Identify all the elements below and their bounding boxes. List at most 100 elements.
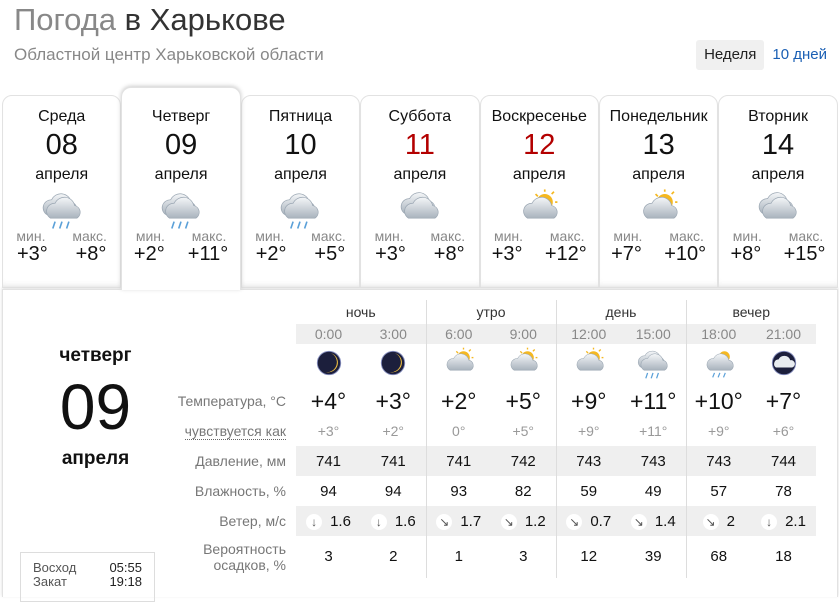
precip-label: Вероятность осадков, % [203, 541, 286, 573]
day-detail-panel: четверг 09 апреля Восход 05:55 Закат 19:18… [2, 289, 838, 602]
day-card[interactable]: Среда 08 апреля мин. макс. +3° +8° [2, 95, 122, 288]
day-name: Четверг [151, 108, 211, 125]
tab-week[interactable]: Неделя [696, 40, 765, 70]
page-title: Погода в Харькове [14, 2, 286, 38]
max-temp: +12° [544, 243, 587, 265]
precip-value: 1 [425, 536, 491, 578]
detail-day-name: четверг [59, 345, 132, 366]
temp-value: +11° [629, 387, 677, 414]
day-date: 10 [284, 129, 317, 161]
wind-direction-icon: ↓ [306, 513, 323, 530]
day-card[interactable]: Понедельник 13 апреля мин. макс. +7° +10° [598, 95, 719, 288]
sun-cloud-icon [491, 344, 556, 386]
rain-cloud-icon [621, 344, 686, 386]
time-slot: 21:00 [751, 324, 816, 344]
wind-speed: 2.1 [785, 512, 806, 530]
feels-like-link[interactable]: чувствуется как [184, 423, 286, 440]
sunset-label: Закат [33, 574, 67, 589]
humidity-value: 57 [685, 476, 751, 506]
max-temp: +10° [664, 243, 707, 265]
pressure-value: 744 [751, 446, 816, 476]
min-temp: +2° [255, 243, 287, 265]
day-name: Среда [38, 108, 86, 125]
day-card[interactable]: Пятница 10 апреля мин. макс. +2° +5° [240, 95, 361, 288]
feel-value: +9° [555, 416, 621, 446]
day-date: 14 [761, 129, 795, 161]
wind-direction-icon: ↘ [630, 513, 647, 530]
wind-direction-icon: ↓ [761, 513, 778, 530]
wind-value: ↘ 1.7 [425, 506, 491, 536]
max-temp: +8° [75, 243, 107, 265]
day-card[interactable]: Суббота 11 апреля мин. макс. +3° +8° [360, 95, 480, 288]
sun-cloud-icon [481, 186, 598, 232]
humidity-value: 94 [320, 482, 337, 500]
wind-speed: 1.2 [524, 512, 546, 530]
sun-cloud-icon [555, 344, 621, 386]
wind-speed: 1.7 [460, 512, 482, 530]
max-temp: +8° [433, 243, 465, 265]
moon-icon [296, 344, 361, 386]
day-month: апреля [751, 166, 805, 183]
wind-direction-icon: ↘ [566, 513, 583, 530]
wind-speed: 1.4 [654, 512, 676, 530]
precip-value: 12 [555, 536, 621, 578]
period-1: утро [425, 300, 556, 324]
min-label: мин. [613, 228, 643, 244]
rain-cloud-icon [122, 186, 239, 232]
tab-10-days[interactable]: 10 дней [772, 46, 827, 63]
wind-speed: 2 [726, 512, 735, 530]
wind-value: ↓ 1.6 [361, 506, 426, 536]
range-tabs: Неделя 10 дней [696, 40, 835, 70]
wind-value: ↘ 1.2 [491, 506, 556, 536]
humidity-value: 49 [644, 482, 662, 500]
pressure-value: 741 [425, 446, 491, 476]
precip-value: 3 [324, 548, 333, 565]
precip-value: 68 [685, 536, 751, 578]
max-label: макс. [430, 228, 466, 244]
temp-value: +2° [425, 386, 491, 416]
humidity-value: 78 [775, 482, 792, 500]
cloud-night-icon [751, 344, 816, 386]
max-temp: +5° [314, 243, 346, 265]
max-label: макс. [72, 228, 107, 244]
period-0: ночь [345, 304, 376, 320]
time-slot: 12:00 [555, 324, 621, 344]
wind-value: ↘ 2 [685, 506, 751, 536]
min-temp: +3° [491, 243, 523, 265]
hourly-table: ночь утро день вечер 0:00 3:00 6:00 9:00 12:00 15… [173, 300, 816, 578]
sunset-time: 19:18 [109, 574, 142, 589]
precip-value: 39 [644, 548, 662, 565]
max-label: макс. [788, 228, 824, 244]
day-card[interactable]: Четверг 09 апреля мин. макс. +2° +11° [121, 87, 241, 290]
min-temp: +8° [730, 243, 762, 265]
time-slot: 15:00 [621, 324, 686, 344]
period-3: вечер [685, 300, 816, 324]
feel-value: +9° [685, 416, 751, 446]
wind-speed: 0.7 [590, 512, 612, 530]
max-temp: +15° [783, 243, 826, 265]
detail-date: 09 [59, 371, 132, 443]
sunrise-label: Восход [33, 560, 77, 575]
day-name: Суббота [388, 108, 452, 125]
max-label: макс. [191, 228, 227, 244]
day-month: апреля [512, 166, 566, 183]
max-label: макс. [549, 228, 585, 244]
day-month: апреля [154, 166, 208, 183]
min-label: мин. [732, 228, 762, 244]
max-label: макс. [669, 228, 704, 244]
time-slot: 3:00 [361, 324, 426, 344]
min-label: мин. [135, 228, 165, 244]
day-card[interactable]: Вторник 14 апреля мин. макс. +8° +15° [718, 95, 838, 288]
period-2: день [555, 300, 686, 324]
title-city: в Харькове [124, 2, 286, 37]
min-temp: +2° [133, 243, 165, 265]
min-temp: +7° [611, 243, 642, 265]
day-name: Понедельник [609, 108, 708, 125]
day-card[interactable]: Воскресенье 12 апреля мин. макс. +3° +12° [479, 95, 599, 288]
sun-cloud-icon [600, 186, 717, 232]
day-month: апреля [35, 166, 89, 183]
day-name: Вторник [748, 108, 808, 125]
detail-month: апреля [61, 448, 130, 469]
feel-value: +5° [512, 423, 535, 439]
moon-icon [361, 344, 426, 386]
